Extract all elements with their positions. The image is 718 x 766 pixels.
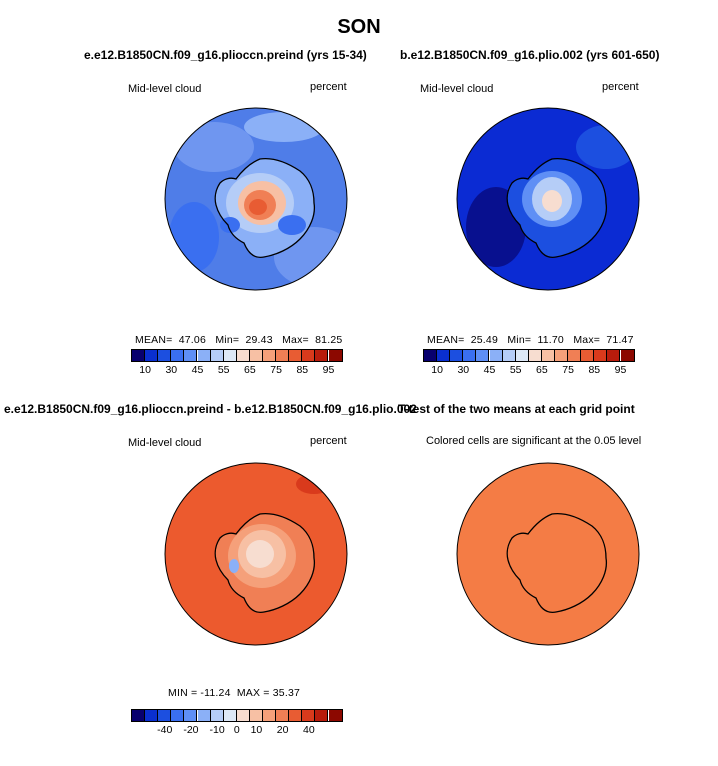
colorbar-swatch (158, 710, 172, 721)
page-title: SON (337, 16, 381, 38)
colorbar-swatch (145, 350, 159, 361)
units-label-bottom-left: percent (310, 435, 347, 447)
colorbar-swatch (132, 350, 146, 361)
field-label-bottom-left: Mid-level cloud (128, 437, 202, 449)
colorbar-tick-label: 55 (217, 364, 230, 376)
colorbar-swatch (289, 350, 303, 361)
colorbar-swatch (476, 350, 490, 361)
colorbar-tick-label: -20 (183, 724, 199, 736)
colorbar-tick-label: 95 (322, 364, 335, 376)
colorbar-swatch (210, 350, 224, 361)
stats-top-left: MEAN= 47.06 Min= 29.43 Max= 81.25 (135, 334, 343, 346)
colorbar-swatch (463, 350, 477, 361)
colorbar-swatch (171, 350, 185, 361)
significance-note: Colored cells are significant at the 0.0… (426, 435, 642, 447)
panel-title-bottom-left: e.e12.B1850CN.f09_g16.plioccn.preind - b… (4, 402, 417, 416)
colorbar-tick-label: 75 (270, 364, 282, 376)
colorbar-tick-label: 30 (165, 364, 178, 376)
stats-bottom-left: MIN = -11.24 MAX = 35.37 (168, 687, 301, 699)
colorbar-swatch (581, 350, 595, 361)
colorbar-swatch (263, 350, 277, 361)
map-top-right (456, 107, 640, 291)
colorbar-tick-label: 75 (562, 364, 574, 376)
colorbar-swatch (236, 710, 250, 721)
colorbar-swatch (223, 350, 237, 361)
colorbar-tick-label: 10 (139, 364, 151, 376)
colorbar-swatch (302, 350, 316, 361)
colorbar-tick-label: 10 (250, 724, 263, 736)
colorbar-tick-label: 0 (233, 724, 240, 736)
units-label-top-right: percent (602, 81, 639, 93)
colorbar-swatch (289, 710, 303, 721)
colorbar-swatch (437, 350, 451, 361)
colorbar-tick-label: 65 (244, 364, 256, 376)
colorbar-tick-label: 10 (431, 364, 443, 376)
colorbar-swatch (249, 710, 263, 721)
colorbar-swatch (263, 710, 277, 721)
map-top-left (164, 107, 348, 291)
colorbar-swatch (184, 350, 198, 361)
colorbar-swatch (328, 710, 342, 721)
colorbar-swatch (210, 710, 224, 721)
colorbar-top-right: 10 30 45 55 65 75 85 95 (423, 349, 635, 376)
colorbar-swatch (541, 350, 555, 361)
colorbar-swatch (568, 350, 582, 361)
colorbar-tick-label: 20 (276, 724, 289, 736)
units-label-top-left: percent (310, 81, 347, 93)
colorbar-swatch (450, 350, 464, 361)
colorbar-swatch (502, 350, 516, 361)
colorbar-swatch (528, 350, 542, 361)
colorbar-swatch (315, 710, 329, 721)
colorbar-swatch (607, 350, 621, 361)
colorbar-bottom-left: -40 -20 -10 0 10 20 40 (131, 709, 343, 736)
field-label-top-left: Mid-level cloud (128, 83, 202, 95)
colorbar-swatch (620, 350, 634, 361)
map-bottom-left (164, 462, 348, 646)
colorbar-tick-label: -40 (157, 724, 173, 736)
colorbar-tick-label: 85 (296, 364, 309, 376)
colorbar-swatch (197, 710, 211, 721)
colorbar-swatch (276, 710, 290, 721)
panel-title-top-right: b.e12.B1850CN.f09_g16.plio.002 (yrs 601-… (400, 48, 660, 62)
colorbar-tick-label: 55 (509, 364, 522, 376)
colorbar-swatch (276, 350, 290, 361)
colorbar-swatch (249, 350, 263, 361)
colorbar-tick-label: 95 (614, 364, 627, 376)
colorbar-tick-label: 45 (191, 364, 204, 376)
colorbar-tick-label: 45 (483, 364, 496, 376)
field-label-top-right: Mid-level cloud (420, 83, 494, 95)
colorbar-tick-label: 85 (588, 364, 601, 376)
colorbar-swatch (328, 350, 342, 361)
colorbar-swatch (489, 350, 503, 361)
panel-title-top-left: e.e12.B1850CN.f09_g16.plioccn.preind (yr… (84, 48, 367, 62)
colorbar-swatch (171, 710, 185, 721)
colorbar-swatch (315, 350, 329, 361)
colorbar-tick-label: 40 (303, 724, 315, 736)
colorbar-swatch (302, 710, 316, 721)
colorbar-top-left: 10 30 45 55 65 75 85 95 (131, 349, 343, 376)
colorbar-swatch (424, 350, 438, 361)
colorbar-swatch (184, 710, 198, 721)
colorbar-tick-label: 30 (457, 364, 470, 376)
colorbar-swatch (197, 350, 211, 361)
colorbar-swatch (555, 350, 569, 361)
stats-top-right: MEAN= 25.49 Min= 11.70 Max= 71.47 (427, 334, 634, 346)
colorbar-swatch (158, 350, 172, 361)
map-bottom-right (456, 462, 640, 646)
colorbar-tick-label: -10 (209, 724, 225, 736)
colorbar-swatch (132, 710, 146, 721)
panel-title-bottom-right: T-test of the two means at each grid poi… (398, 402, 635, 416)
colorbar-swatch (145, 710, 159, 721)
colorbar-swatch (223, 710, 237, 721)
colorbar-swatch (515, 350, 529, 361)
colorbar-swatch (594, 350, 608, 361)
colorbar-swatch (236, 350, 250, 361)
colorbar-tick-label: 65 (536, 364, 548, 376)
